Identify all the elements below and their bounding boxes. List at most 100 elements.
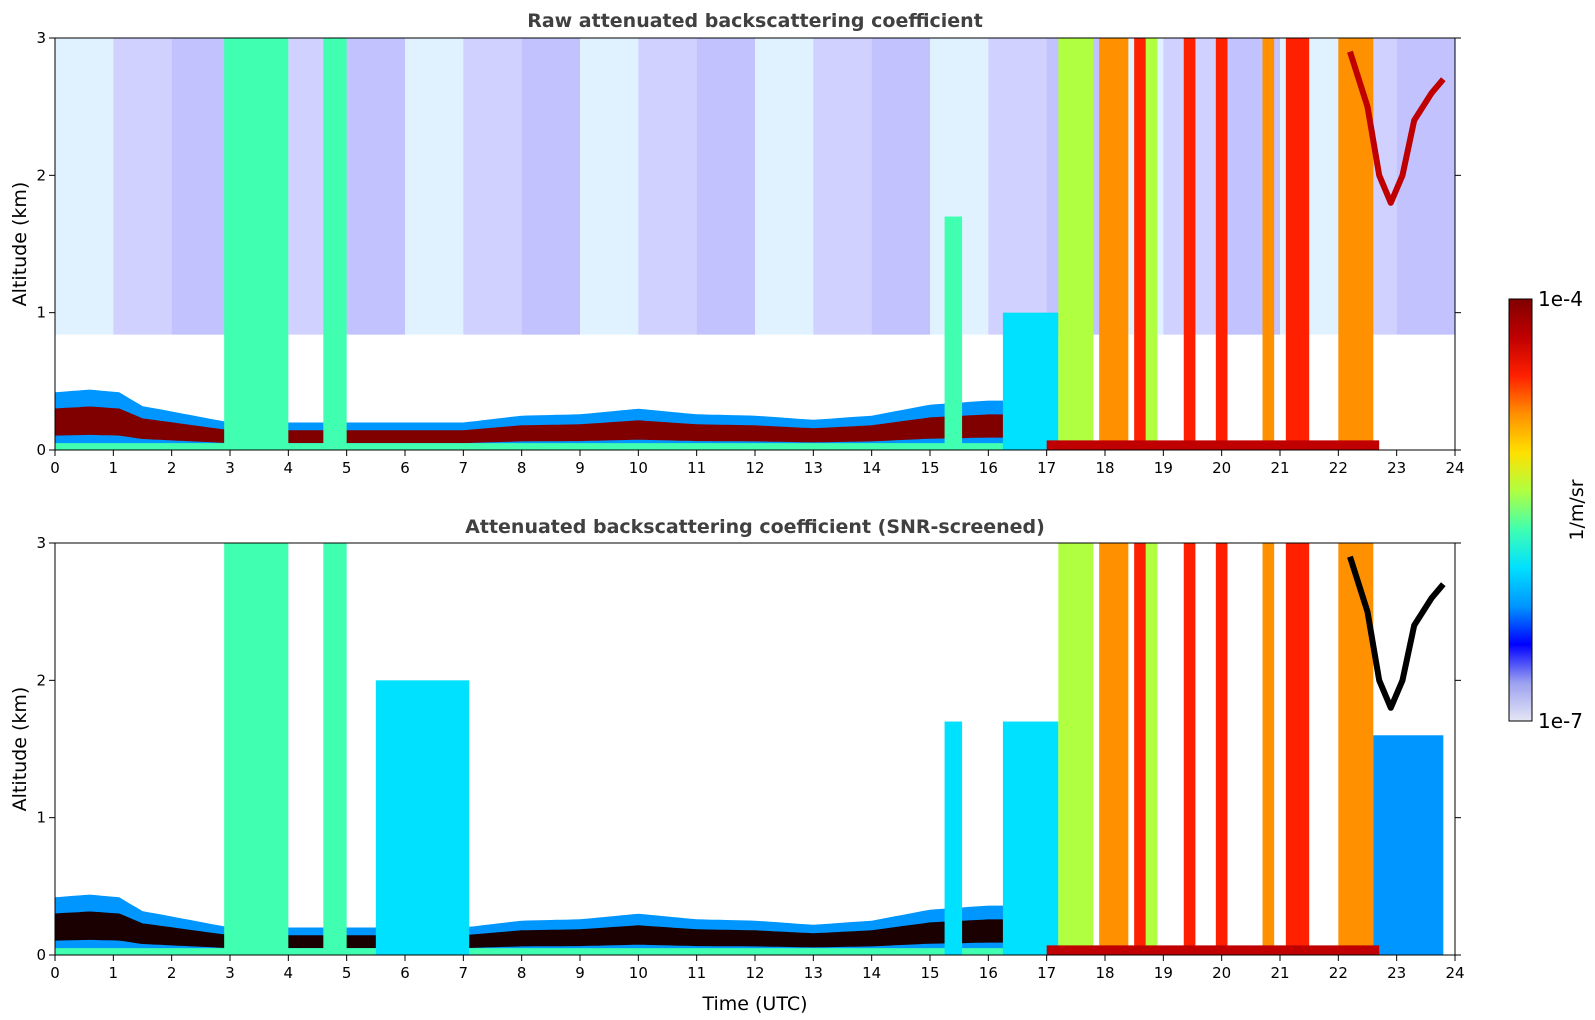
y-tick-label: 0 xyxy=(36,946,46,964)
axis-ticks: 0 1 2 3 4 5 6 7 8 9 10 11 12 13 14 15 16 17 18 19 20 21 22 23 24… xyxy=(36,534,1464,982)
backscatter-plume xyxy=(1099,38,1129,450)
noise-band xyxy=(755,38,814,335)
x-tick-label: 0 xyxy=(50,964,60,982)
backscatter-plume xyxy=(1262,543,1275,955)
backscatter-plume xyxy=(944,216,963,450)
backscatter-plume xyxy=(1183,543,1196,955)
x-tick-label: 0 xyxy=(50,459,60,477)
noise-band xyxy=(55,38,114,335)
backscatter-plume xyxy=(224,543,289,955)
noise-band xyxy=(696,38,755,335)
noise-band xyxy=(988,38,1047,335)
noise-band xyxy=(871,38,930,335)
x-tick-label: 24 xyxy=(1445,459,1464,477)
colorbar-min-label: 1e-7 xyxy=(1538,709,1583,733)
colorbar-max-label: 1e-4 xyxy=(1538,287,1583,311)
x-tick-label: 10 xyxy=(629,459,648,477)
colorbar-gradient xyxy=(1508,298,1533,722)
panel-snr-screened: Attenuated backscattering coefficient (S… xyxy=(9,516,1465,1015)
y-tick-label: 0 xyxy=(36,441,46,459)
backscatter-plume xyxy=(375,680,470,955)
x-tick-label: 8 xyxy=(517,964,527,982)
high-cloud-layer xyxy=(1347,50,1446,206)
x-tick-label: 10 xyxy=(629,964,648,982)
x-tick-label: 8 xyxy=(517,459,527,477)
y-tick-label: 1 xyxy=(36,304,46,322)
backscatter-plume xyxy=(1134,38,1146,450)
noise-band xyxy=(171,38,230,335)
backscatter-plume xyxy=(1262,38,1275,450)
x-tick-label: 16 xyxy=(979,964,998,982)
aerosol-layer-core xyxy=(55,406,1006,444)
backscatter-plume xyxy=(1145,38,1158,450)
backscatter-plume xyxy=(1002,312,1059,450)
y-tick-label: 1 xyxy=(36,809,46,827)
x-tick-label: 13 xyxy=(804,964,823,982)
colorbar-unit-label: 1/m/sr xyxy=(1566,479,1588,540)
surface-strip xyxy=(55,443,1006,450)
noise-band xyxy=(113,38,172,335)
backscatter-plume xyxy=(1285,38,1310,450)
backscatter-plume xyxy=(323,38,347,450)
backscatter-plume xyxy=(1183,38,1196,450)
panel-raw: Raw attenuated backscattering coefficien… xyxy=(9,10,1465,477)
backscatter-plume xyxy=(1058,38,1094,450)
y-tick-label: 3 xyxy=(36,29,46,47)
x-tick-label: 11 xyxy=(687,459,706,477)
noise-band xyxy=(463,38,522,335)
x-tick-label: 5 xyxy=(342,459,352,477)
backscatter-plume xyxy=(1215,543,1228,955)
backscatter-plume xyxy=(1145,543,1158,955)
noise-band xyxy=(405,38,464,335)
x-tick-label: 18 xyxy=(1095,459,1114,477)
noise-band xyxy=(638,38,697,335)
x-tick-label: 1 xyxy=(109,964,119,982)
x-tick-label: 14 xyxy=(862,459,881,477)
x-tick-label: 4 xyxy=(284,964,294,982)
x-tick-label: 5 xyxy=(342,964,352,982)
aerosol-layer-core xyxy=(55,911,1006,949)
x-tick-label: 22 xyxy=(1329,459,1348,477)
y-tick-label: 2 xyxy=(36,671,46,689)
x-tick-label: 13 xyxy=(804,459,823,477)
y-tick-label: 2 xyxy=(36,166,46,184)
x-tick-label: 20 xyxy=(1212,964,1231,982)
surface-strip xyxy=(55,948,1006,955)
backscatter-plume xyxy=(944,721,963,955)
backscatter-plume xyxy=(1002,721,1059,955)
y-tick-label: 3 xyxy=(36,534,46,552)
x-tick-label: 21 xyxy=(1270,459,1289,477)
x-tick-label: 3 xyxy=(225,459,235,477)
x-tick-label: 3 xyxy=(225,964,235,982)
x-tick-label: 7 xyxy=(459,964,469,982)
x-tick-label: 12 xyxy=(745,964,764,982)
noise-band xyxy=(346,38,405,335)
x-tick-label: 14 xyxy=(862,964,881,982)
x-tick-label: 6 xyxy=(400,964,410,982)
x-tick-label: 2 xyxy=(167,964,177,982)
x-tick-label: 17 xyxy=(1037,459,1056,477)
x-tick-label: 12 xyxy=(745,459,764,477)
panel-title: Raw attenuated backscattering coefficien… xyxy=(527,10,983,32)
axis-ticks: 0 1 2 3 4 5 6 7 8 9 10 11 12 13 14 15 16 17 18 19 20 21 22 23 24… xyxy=(36,29,1464,477)
backscatter-plume xyxy=(1134,543,1146,955)
backscatter-plume xyxy=(1058,543,1094,955)
noise-band xyxy=(1396,38,1455,335)
heatmap-area xyxy=(55,543,1455,955)
x-tick-label: 9 xyxy=(575,964,585,982)
x-tick-label: 15 xyxy=(920,459,939,477)
backscatter-plume xyxy=(323,543,347,955)
x-axis-label: Time (UTC) xyxy=(701,993,807,1015)
x-tick-label: 2 xyxy=(167,459,177,477)
x-tick-label: 11 xyxy=(687,964,706,982)
backscatter-plume xyxy=(1285,543,1310,955)
x-tick-label: 23 xyxy=(1387,459,1406,477)
noise-band xyxy=(813,38,872,335)
backscatter-plume xyxy=(1099,543,1129,955)
backscatter-plume xyxy=(1215,38,1228,450)
x-tick-label: 21 xyxy=(1270,964,1289,982)
panel-title: Attenuated backscattering coefficient (S… xyxy=(465,516,1045,538)
backscatter-plume xyxy=(1373,735,1444,955)
x-tick-label: 15 xyxy=(920,964,939,982)
